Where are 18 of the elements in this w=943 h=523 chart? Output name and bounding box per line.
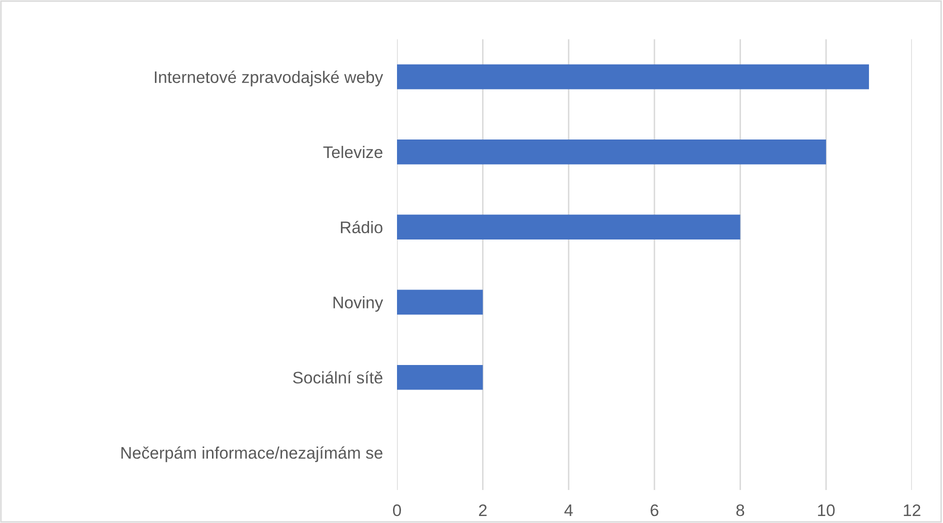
x-tick-label: 2 [479, 504, 487, 516]
y-tick-label: Sociální sítě [293, 371, 382, 384]
y-tick-label: Nečerpám informace/nezajímám se [121, 446, 382, 462]
y-tick-label: Internetové zpravodajské weby [154, 70, 384, 86]
x-tick-label: 10 [818, 504, 835, 516]
x-tick-label: 4 [564, 504, 573, 516]
y-tick-label: Rádio [340, 220, 382, 234]
bar [397, 290, 483, 315]
x-tick-label: 0 [393, 504, 401, 516]
bar [397, 140, 826, 164]
y-tick-label: Televize [323, 146, 382, 158]
bar [397, 64, 869, 90]
y-tick-label: Noviny [334, 296, 384, 312]
x-tick-label: 8 [736, 504, 744, 516]
bar [397, 214, 740, 240]
x-tick-label: 6 [650, 504, 658, 516]
x-tick-label: 12 [904, 504, 920, 516]
bar [397, 364, 483, 390]
